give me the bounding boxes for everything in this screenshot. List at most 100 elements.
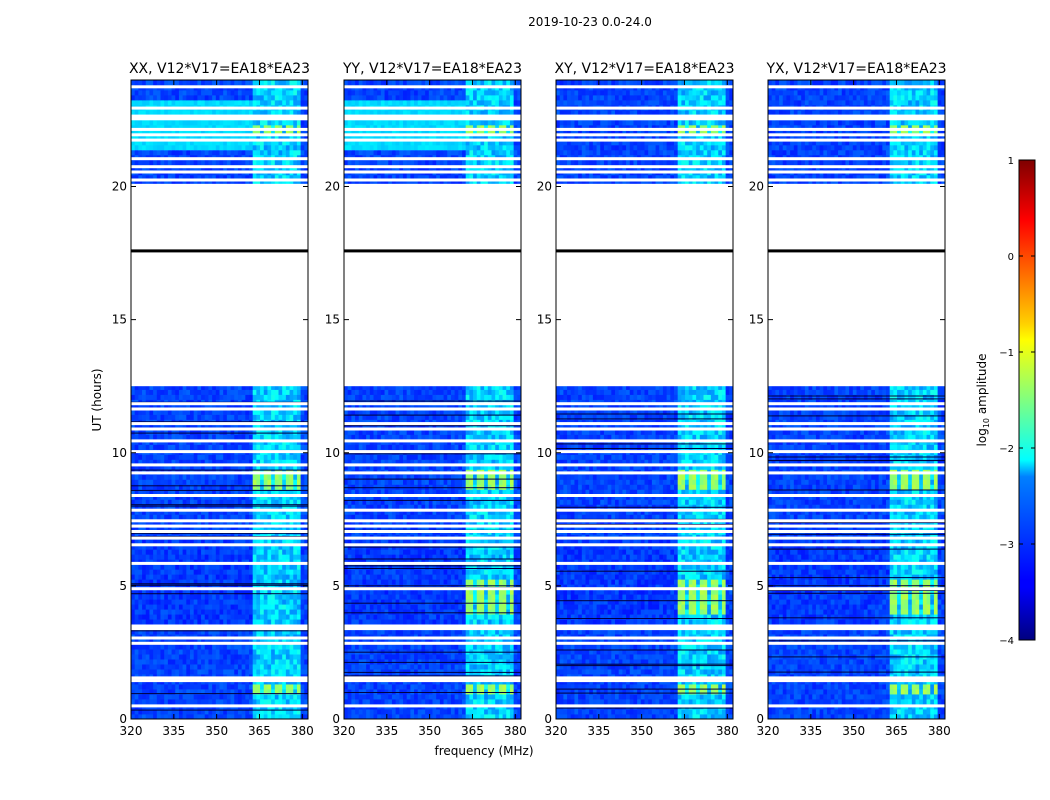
heatmap-cell — [149, 384, 154, 390]
heatmap-cell — [260, 664, 265, 670]
heatmap-cell — [300, 584, 305, 590]
heatmap-cell — [178, 629, 184, 635]
heatmap-cell — [366, 689, 371, 695]
heatmap-cell — [138, 119, 143, 126]
heatmap-cell — [178, 654, 184, 660]
heatmap-cell — [138, 619, 143, 625]
heatmap-cell — [178, 509, 184, 515]
heatmap-cell — [193, 709, 198, 715]
heatmap-cell — [182, 404, 187, 410]
heatmap-cell — [134, 574, 139, 580]
heatmap-cell — [223, 394, 228, 400]
heatmap-cell — [208, 414, 213, 420]
heatmap-cell — [190, 94, 195, 101]
heatmap-cell — [178, 659, 184, 665]
heatmap-cell — [223, 89, 228, 96]
heatmap-cell — [300, 479, 305, 485]
heatmap-cell — [215, 444, 220, 450]
heatmap-cell — [197, 694, 202, 700]
heatmap-cell — [417, 664, 422, 670]
heatmap-cell — [249, 414, 254, 420]
heatmap-cell — [278, 684, 283, 690]
heatmap-cell — [285, 684, 290, 690]
heatmap-cell — [300, 149, 305, 156]
heatmap-cell — [274, 629, 279, 635]
heatmap-cell — [267, 594, 272, 600]
heatmap-cell — [362, 664, 367, 670]
heatmap-cell — [219, 174, 224, 181]
heatmap-cell — [271, 649, 276, 655]
heatmap-cell — [156, 129, 161, 136]
heatmap-cell — [167, 569, 172, 575]
heatmap-cell — [167, 664, 172, 670]
heatmap-cell — [197, 429, 202, 435]
heatmap-cell — [153, 614, 158, 620]
heatmap-cell — [156, 179, 161, 186]
heatmap-cell — [439, 714, 444, 720]
heatmap-cell — [186, 494, 191, 500]
heatmap-cell — [373, 669, 378, 675]
heatmap-cell — [153, 384, 158, 390]
heatmap-cell — [282, 579, 287, 585]
heatmap-cell — [458, 654, 463, 660]
heatmap-cell — [167, 709, 172, 715]
heatmap-cell — [197, 109, 202, 116]
heatmap-cell — [175, 604, 180, 610]
heatmap-cell — [289, 444, 294, 450]
heatmap-cell — [506, 709, 511, 715]
heatmap-cell — [197, 484, 202, 490]
heatmap-cell — [289, 579, 294, 585]
heatmap-cell — [142, 654, 147, 660]
heatmap-cell — [282, 409, 287, 415]
heatmap-cell — [278, 144, 283, 151]
heatmap-cell — [167, 574, 172, 580]
heatmap-cell — [186, 444, 191, 450]
heatmap-cell — [267, 544, 272, 550]
heatmap-cell — [201, 684, 206, 690]
heatmap-cell — [351, 664, 356, 670]
heatmap-cell — [278, 389, 283, 395]
heatmap-cell — [171, 144, 176, 151]
heatmap-cell — [175, 694, 180, 700]
heatmap-cell — [403, 714, 408, 720]
flagged-row — [131, 627, 308, 631]
heatmap-cell — [142, 564, 147, 570]
heatmap-cell — [171, 99, 176, 106]
heatmap-cell — [160, 429, 165, 435]
heatmap-cell — [156, 619, 161, 625]
heatmap-cell — [241, 389, 246, 395]
heatmap-cell — [271, 659, 276, 665]
heatmap-cell — [164, 414, 169, 420]
heatmap-cell — [304, 144, 309, 151]
heatmap-cell — [260, 549, 265, 555]
heatmap-cell — [506, 689, 511, 695]
heatmap-cell — [241, 80, 246, 86]
heatmap-cell — [197, 179, 202, 186]
heatmap-cell — [285, 499, 290, 505]
heatmap-cell — [167, 599, 172, 605]
heatmap-cell — [414, 694, 419, 700]
heatmap-cell — [249, 694, 254, 700]
heatmap-cell — [351, 714, 356, 720]
heatmap-cell — [252, 394, 257, 400]
heatmap-cell — [252, 109, 257, 116]
heatmap-cell — [201, 394, 206, 400]
heatmap-cell — [145, 389, 150, 395]
heatmap-cell — [175, 609, 180, 615]
heatmap-cell — [204, 124, 209, 131]
heatmap-cell — [223, 599, 228, 605]
heatmap-cell — [208, 629, 213, 635]
heatmap-cell — [300, 484, 305, 490]
heatmap-cell — [241, 484, 246, 490]
heatmap-cell — [145, 549, 150, 555]
heatmap-cell — [223, 554, 228, 560]
heatmap-cell — [212, 689, 217, 695]
heatmap-cell — [167, 464, 172, 470]
heatmap-cell — [245, 694, 250, 700]
heatmap-cell — [190, 644, 195, 650]
heatmap-cell — [395, 664, 400, 670]
heatmap-cell — [175, 614, 180, 620]
heatmap-cell — [271, 549, 276, 555]
heatmap-cell — [296, 149, 302, 156]
heatmap-cell — [193, 119, 198, 126]
